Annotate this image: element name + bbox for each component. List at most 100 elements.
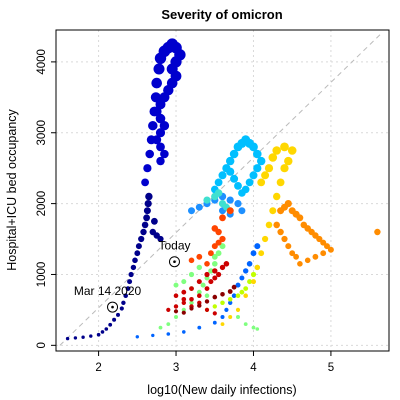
data-point xyxy=(181,300,186,305)
data-point xyxy=(320,250,327,257)
data-point xyxy=(151,106,162,117)
data-point xyxy=(141,178,150,187)
y-tick-label: 1000 xyxy=(36,262,48,288)
data-point xyxy=(212,320,217,325)
chart-title: Severity of omicron xyxy=(161,7,282,22)
data-point xyxy=(261,171,270,180)
y-tick-label: 3000 xyxy=(36,120,48,146)
data-point xyxy=(243,322,248,326)
data-point xyxy=(236,315,240,319)
data-point xyxy=(214,189,223,197)
data-point xyxy=(215,239,222,246)
data-point xyxy=(212,275,218,281)
data-point xyxy=(108,322,113,327)
data-point xyxy=(188,207,195,215)
annotations: Today Mar 14 2020 xyxy=(74,239,191,313)
data-point xyxy=(312,253,319,260)
data-point xyxy=(251,279,256,285)
data-point xyxy=(140,228,147,236)
data-point xyxy=(173,304,179,309)
data-point xyxy=(189,297,194,302)
data-point xyxy=(151,77,162,89)
data-point xyxy=(153,63,165,75)
data-point xyxy=(123,293,128,299)
data-point xyxy=(253,164,262,173)
data-point xyxy=(145,192,153,201)
data-point xyxy=(138,235,145,243)
data-point xyxy=(320,239,327,246)
data-point xyxy=(212,261,218,267)
data-point xyxy=(208,250,214,257)
data-point xyxy=(277,228,284,236)
data-point xyxy=(151,333,155,338)
x-tick-label: 5 xyxy=(328,362,334,374)
data-point xyxy=(141,221,149,229)
data-point xyxy=(182,330,186,334)
data-point xyxy=(219,214,226,222)
data-point xyxy=(159,121,170,131)
data-point xyxy=(204,293,210,299)
data-point xyxy=(235,307,241,312)
data-point xyxy=(243,268,249,274)
annotation-marker xyxy=(107,301,119,313)
data-point xyxy=(243,286,249,291)
data-point xyxy=(287,146,297,155)
data-point xyxy=(226,167,235,176)
data-point xyxy=(143,214,151,222)
data-point xyxy=(204,271,210,278)
data-point xyxy=(234,200,242,208)
data-point xyxy=(127,279,133,285)
data-point xyxy=(230,174,239,183)
data-point xyxy=(284,156,293,166)
data-point xyxy=(293,253,299,260)
data-point xyxy=(197,293,202,299)
data-point xyxy=(158,325,163,330)
data-point xyxy=(189,300,194,305)
data-point xyxy=(212,294,218,300)
data-point xyxy=(188,271,195,278)
data-point xyxy=(204,286,210,291)
data-point xyxy=(211,225,219,232)
data-point xyxy=(235,282,241,288)
data-point xyxy=(269,207,277,215)
data-point xyxy=(239,289,245,295)
data-point xyxy=(181,310,186,315)
data-point xyxy=(197,303,202,308)
data-point xyxy=(189,286,194,291)
data-point xyxy=(181,297,187,302)
data-point xyxy=(304,257,311,264)
data-point xyxy=(121,300,126,305)
data-point xyxy=(243,293,248,299)
data-point xyxy=(204,261,210,267)
data-point xyxy=(219,243,226,250)
x-tick-label: 2 xyxy=(95,362,101,374)
data-point xyxy=(155,113,166,124)
data-point xyxy=(181,289,187,295)
data-point xyxy=(212,268,218,274)
data-point xyxy=(211,243,218,250)
data-point xyxy=(116,312,120,317)
data-point xyxy=(220,292,225,297)
data-point xyxy=(100,330,105,334)
y-tick-label: 0 xyxy=(36,342,48,348)
data-point xyxy=(195,203,203,211)
data-point xyxy=(203,196,211,204)
data-point xyxy=(65,336,70,341)
data-point xyxy=(280,142,289,152)
data-point xyxy=(247,279,253,285)
data-point xyxy=(246,261,253,267)
data-point xyxy=(297,261,303,267)
x-tick-label: 3 xyxy=(173,362,179,374)
data-point xyxy=(160,149,169,159)
data-point xyxy=(231,284,237,290)
data-point xyxy=(316,235,323,243)
data-point xyxy=(226,156,235,166)
data-point xyxy=(134,250,141,257)
data-point xyxy=(145,149,154,159)
data-point xyxy=(324,243,330,250)
y-axis-label: Hospital+ICU bed occupancy xyxy=(5,108,19,270)
data-point xyxy=(220,300,225,305)
data-point xyxy=(228,300,233,305)
data-point xyxy=(273,192,281,201)
data-point xyxy=(132,257,138,264)
